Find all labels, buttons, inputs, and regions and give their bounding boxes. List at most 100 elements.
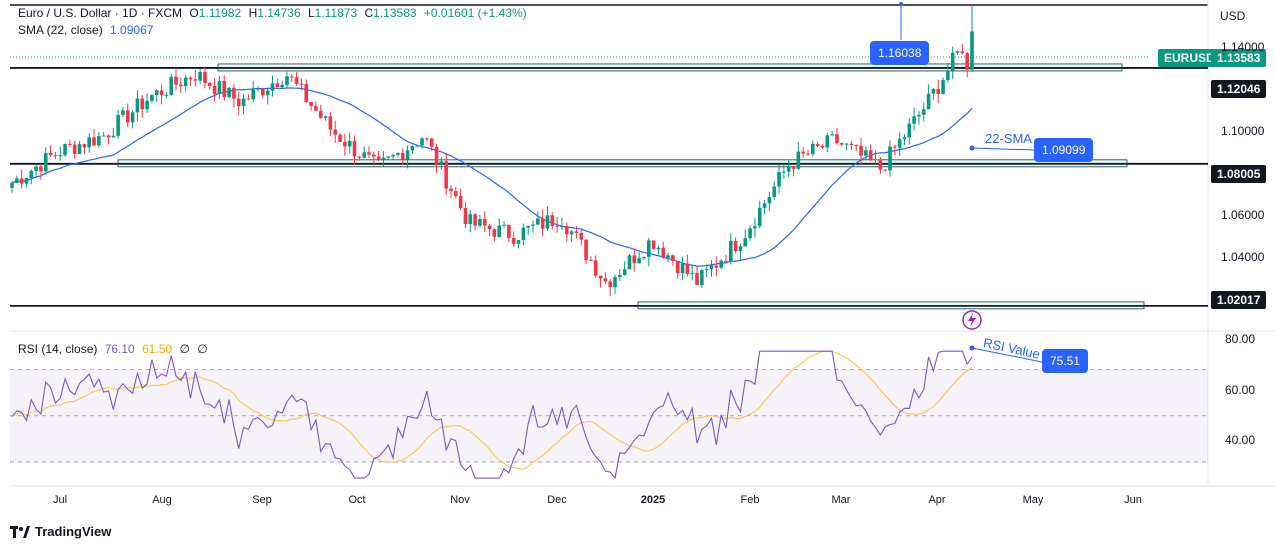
candle — [724, 254, 728, 265]
candle-body — [343, 141, 347, 147]
candle-body — [347, 140, 352, 147]
candle-body — [58, 155, 63, 157]
candle — [782, 163, 786, 180]
candle — [454, 186, 458, 199]
candle — [569, 229, 574, 242]
rsi-polyline — [11, 350, 973, 480]
candle-body — [482, 218, 487, 226]
candle — [598, 275, 603, 288]
currency-button[interactable]: USD — [1220, 9, 1246, 23]
candle — [675, 260, 680, 279]
candle — [478, 215, 482, 228]
sma-legend[interactable]: SMA (22, close) 1.09067 — [18, 23, 157, 37]
candle — [786, 159, 791, 178]
candle-body — [864, 150, 868, 156]
candle-body — [362, 152, 366, 158]
candle — [97, 132, 101, 148]
candle-body — [24, 178, 29, 184]
candle-body — [540, 218, 545, 229]
candle-body — [439, 161, 444, 166]
candle-body — [203, 71, 207, 83]
candle-body — [487, 225, 492, 230]
candle — [82, 143, 87, 155]
candle-body — [454, 191, 458, 197]
candle — [738, 243, 743, 260]
low-value: 1.11873 — [314, 6, 358, 20]
candle-body — [598, 275, 603, 279]
candle — [531, 220, 535, 233]
candle — [902, 133, 907, 146]
candle — [188, 76, 193, 87]
candle — [29, 169, 34, 185]
rsi-extra-1: ∅ — [179, 342, 190, 356]
candle-body — [261, 88, 265, 96]
rsi-value: 76.10 — [104, 342, 135, 356]
tradingview-label: TradingView — [35, 524, 112, 539]
rsi-tick: 80.00 — [1225, 332, 1256, 346]
candle-body — [912, 116, 916, 124]
candle-body — [381, 157, 386, 160]
candle — [671, 254, 675, 266]
candle — [536, 211, 540, 226]
candle — [323, 115, 328, 121]
candle — [545, 206, 550, 231]
candle-body — [507, 224, 511, 239]
candle — [48, 145, 53, 157]
candle-body — [690, 272, 695, 274]
candle-body — [241, 98, 246, 107]
candle — [608, 279, 612, 297]
candle-body — [815, 143, 820, 146]
candle-body — [429, 138, 434, 147]
close-value: 1.13583 — [373, 6, 417, 20]
candle-body — [743, 238, 748, 247]
candle — [511, 231, 516, 247]
candle — [796, 142, 801, 170]
candle — [950, 46, 955, 80]
candle-body — [352, 140, 357, 157]
rsi-legend[interactable]: RSI (14, close) 76.10 61.50 ∅ ∅ — [18, 342, 212, 356]
candle — [265, 87, 270, 105]
candle-body — [854, 145, 859, 147]
candle — [270, 75, 275, 97]
candle — [449, 185, 453, 199]
candle — [183, 75, 188, 92]
candle-body — [704, 269, 709, 271]
candle-body — [43, 152, 48, 172]
candle — [637, 252, 641, 264]
candle — [762, 200, 767, 215]
candle — [733, 237, 738, 254]
candle — [415, 144, 420, 148]
candle-body — [777, 171, 781, 187]
candle — [849, 140, 854, 150]
candle — [169, 73, 173, 97]
candle — [473, 213, 477, 231]
candle-body — [786, 166, 791, 172]
candle-body — [304, 84, 309, 103]
candle-body — [92, 137, 96, 146]
candle — [256, 86, 260, 92]
candle-body — [391, 154, 395, 157]
candle-body — [63, 144, 67, 156]
candle-body — [48, 152, 53, 156]
candle-body — [15, 178, 19, 184]
candle-body — [516, 240, 521, 244]
rsi-callout-dot — [969, 345, 975, 351]
lightning-icon[interactable] — [962, 310, 982, 330]
candle-body — [299, 83, 304, 85]
candle — [825, 132, 830, 153]
candle — [347, 132, 352, 154]
candle-body — [536, 218, 540, 225]
candles — [10, 4, 974, 297]
tradingview-branding[interactable]: TradingView — [10, 524, 111, 539]
candle — [425, 137, 429, 142]
candle-body — [77, 144, 82, 154]
candle-body — [135, 98, 140, 113]
candle-body — [589, 259, 593, 261]
candle-body — [579, 232, 584, 240]
candle — [921, 102, 926, 122]
candle-body — [656, 247, 661, 250]
candle-body — [555, 225, 559, 227]
candle-body — [811, 143, 815, 155]
candle — [39, 163, 43, 181]
candle-body — [372, 154, 376, 157]
